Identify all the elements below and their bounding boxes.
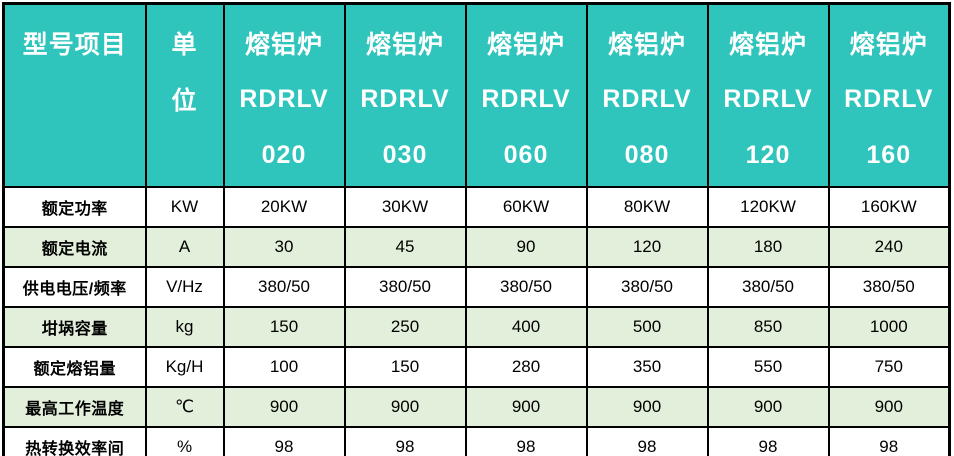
value-cell: 30 xyxy=(222,226,346,268)
header-label: RDRLV xyxy=(360,84,450,113)
header-label: 080 xyxy=(624,140,670,169)
unit-cell: V/Hz xyxy=(144,266,225,308)
value-cell: 500 xyxy=(585,306,709,348)
header-label: 020 xyxy=(261,140,307,169)
value-cell: 98 xyxy=(827,426,951,456)
header-label: RDRLV xyxy=(481,84,571,113)
unit-cell: KW xyxy=(144,186,225,228)
header-cell-rdrlv080: 熔铝炉 RDRLV 080 xyxy=(585,2,709,188)
unit-cell: ℃ xyxy=(144,386,225,428)
row-label: 供电电压/频率 xyxy=(2,266,147,308)
header-cell-rdrlv120: 熔铝炉 RDRLV 120 xyxy=(706,2,830,188)
table-row-rated-current: 额定电流 A 30 45 90 120 180 240 xyxy=(2,226,951,268)
value-cell: 550 xyxy=(706,346,830,388)
value-cell: 160KW xyxy=(827,186,951,228)
header-label: 单 xyxy=(171,31,198,59)
row-label: 坩埚容量 xyxy=(2,306,147,348)
unit-cell: Kg/H xyxy=(144,346,225,388)
value-cell: 380/50 xyxy=(222,266,346,308)
value-cell: 98 xyxy=(585,426,709,456)
value-cell: 400 xyxy=(464,306,588,348)
value-cell: 380/50 xyxy=(464,266,588,308)
table-header-row: 型号项目 单 位 熔铝炉 RDRLV 020 xyxy=(2,2,951,188)
row-label: 热转换效率间 xyxy=(2,426,147,456)
header-cell-unit: 单 位 xyxy=(144,2,225,188)
value-cell: 900 xyxy=(343,386,467,428)
value-cell: 150 xyxy=(222,306,346,348)
header-label: 160 xyxy=(866,140,912,169)
header-label: 熔铝炉 xyxy=(244,31,323,59)
value-cell: 380/50 xyxy=(827,266,951,308)
value-cell: 120 xyxy=(585,226,709,268)
header-label: 030 xyxy=(382,140,428,169)
value-cell: 98 xyxy=(464,426,588,456)
value-cell: 180 xyxy=(706,226,830,268)
table-row-heat-conversion-efficiency: 热转换效率间 % 98 98 98 98 98 98 xyxy=(2,426,951,456)
row-label: 额定熔铝量 xyxy=(2,346,147,388)
header-label: 熔铝炉 xyxy=(728,31,807,59)
row-label: 额定电流 xyxy=(2,226,147,268)
value-cell: 900 xyxy=(585,386,709,428)
header-label: 060 xyxy=(503,140,549,169)
header-label: RDRLV xyxy=(602,84,692,113)
value-cell: 900 xyxy=(464,386,588,428)
header-cell-rdrlv030: 熔铝炉 RDRLV 030 xyxy=(343,2,467,188)
row-label: 额定功率 xyxy=(2,186,147,228)
value-cell: 80KW xyxy=(585,186,709,228)
header-label: 熔铝炉 xyxy=(607,31,686,59)
value-cell: 98 xyxy=(706,426,830,456)
header-label: 型号项目 xyxy=(22,31,127,59)
table-row-max-working-temperature: 最高工作温度 ℃ 900 900 900 900 900 900 xyxy=(2,386,951,428)
value-cell: 250 xyxy=(343,306,467,348)
value-cell: 120KW xyxy=(706,186,830,228)
table-row-rated-melting-rate: 额定熔铝量 Kg/H 100 150 280 350 550 750 xyxy=(2,346,951,388)
header-label: RDRLV xyxy=(844,84,934,113)
row-label: 最高工作温度 xyxy=(2,386,147,428)
header-label: RDRLV xyxy=(723,84,813,113)
value-cell: 380/50 xyxy=(585,266,709,308)
header-label: 熔铝炉 xyxy=(486,31,565,59)
value-cell: 90 xyxy=(464,226,588,268)
value-cell: 98 xyxy=(343,426,467,456)
table-row-supply-voltage-frequency: 供电电压/频率 V/Hz 380/50 380/50 380/50 380/50… xyxy=(2,266,951,308)
value-cell: 900 xyxy=(222,386,346,428)
header-label: 熔铝炉 xyxy=(849,31,928,59)
value-cell: 280 xyxy=(464,346,588,388)
value-cell: 380/50 xyxy=(343,266,467,308)
table-row-rated-power: 额定功率 KW 20KW 30KW 60KW 80KW 120KW 160KW xyxy=(2,186,951,228)
value-cell: 100 xyxy=(222,346,346,388)
header-label: 120 xyxy=(745,140,791,169)
value-cell: 750 xyxy=(827,346,951,388)
value-cell: 900 xyxy=(827,386,951,428)
value-cell: 900 xyxy=(706,386,830,428)
unit-cell: A xyxy=(144,226,225,268)
value-cell: 45 xyxy=(343,226,467,268)
header-label: RDRLV xyxy=(239,84,329,113)
header-cell-model-item: 型号项目 xyxy=(2,2,147,188)
value-cell: 20KW xyxy=(222,186,346,228)
value-cell: 1000 xyxy=(827,306,951,348)
header-label: 熔铝炉 xyxy=(365,31,444,59)
value-cell: 380/50 xyxy=(706,266,830,308)
header-label: 位 xyxy=(171,87,198,115)
value-cell: 350 xyxy=(585,346,709,388)
unit-cell: % xyxy=(144,426,225,456)
value-cell: 98 xyxy=(222,426,346,456)
header-cell-rdrlv060: 熔铝炉 RDRLV 060 xyxy=(464,2,588,188)
unit-cell: kg xyxy=(144,306,225,348)
table-row-crucible-capacity: 坩埚容量 kg 150 250 400 500 850 1000 xyxy=(2,306,951,348)
value-cell: 850 xyxy=(706,306,830,348)
value-cell: 240 xyxy=(827,226,951,268)
value-cell: 30KW xyxy=(343,186,467,228)
header-cell-rdrlv020: 熔铝炉 RDRLV 020 xyxy=(222,2,346,188)
value-cell: 150 xyxy=(343,346,467,388)
value-cell: 60KW xyxy=(464,186,588,228)
header-cell-rdrlv160: 熔铝炉 RDRLV 160 xyxy=(827,2,951,188)
